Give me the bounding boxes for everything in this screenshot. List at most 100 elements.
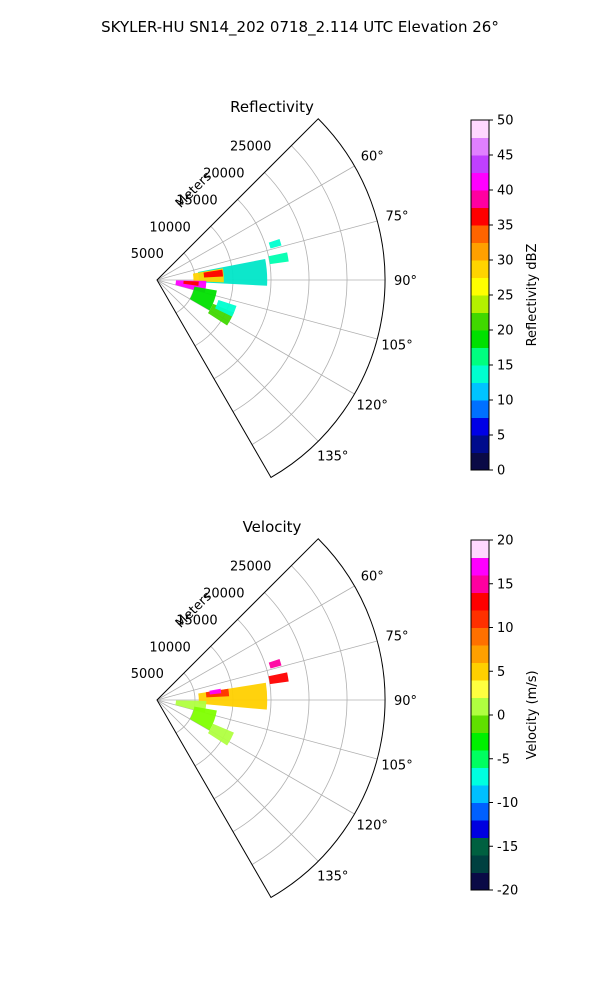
colorbar-tick-label: 5 [497,665,505,680]
colorbar-segment [471,190,489,208]
colorbar-segment [471,330,489,348]
colorbar-tick-label: 35 [497,219,514,234]
azimuth-spoke [156,699,355,815]
echo-patch [209,688,222,695]
colorbar-segment [471,225,489,243]
echo-patch [189,286,217,311]
azimuth-spoke [156,279,319,442]
range-tick-label: 10000 [149,220,190,235]
echo-patch [207,723,234,746]
azimuth-tick-label: 75° [386,210,409,225]
panel-title: Velocity [243,518,302,536]
colorbar-segment [471,400,489,418]
range-ring [194,225,234,347]
echo-patch [183,280,199,286]
colorbar-tick-label: 0 [497,709,505,724]
echo-patch [268,239,282,249]
colorbar-segment [471,382,489,401]
range-ring [232,172,310,412]
colorbar-segment [471,417,489,436]
colorbar-segment [471,365,489,383]
colorbar-segment [471,627,489,646]
colorbar-segment [471,260,489,278]
colorbar-segment [471,715,489,733]
range-ring [251,565,348,865]
azimuth-tick-label: 120° [357,818,388,833]
colorbar-segment [471,767,489,786]
colorbar-tick-label: -10 [497,796,518,811]
colorbar-segment [471,435,489,453]
range-ring [251,145,348,445]
colorbar-segment [471,680,489,698]
colorbar-segment [471,172,489,191]
colorbar-segment [471,155,489,173]
colorbar-tick-label: 45 [497,149,514,164]
colorbar-segment [471,295,489,313]
echo-patch [203,269,224,278]
colorbar-segment [471,452,489,471]
azimuth-tick-label: 60° [361,150,384,165]
figure-title: SKYLER-HU SN14_202 0718_2.114 UTC Elevat… [101,18,499,37]
colorbar-tick-label: 10 [497,621,514,636]
range-tick-label: 25000 [230,140,271,155]
colorbar-tick-label: 0 [497,464,505,479]
colorbar-tick-label: 10 [497,394,514,409]
colorbar-label: Velocity (m/s) [525,670,540,759]
colorbar-tick-label: 25 [497,289,514,304]
colorbar-tick-label: 20 [497,324,514,339]
colorbar-segment [471,242,489,261]
colorbar-segment [471,645,489,663]
sector-frame [156,538,386,899]
azimuth-spoke [156,165,355,281]
colorbar-segment [471,277,489,296]
colorbar-tick-label: -5 [497,752,510,767]
colorbar-segment [471,750,489,768]
echo-patch [198,682,268,710]
azimuth-tick-label: 60° [361,570,384,585]
colorbar-segment [471,785,489,803]
colorbar-tick-label: -20 [497,884,518,899]
colorbar-segment [471,540,489,558]
azimuth-tick-label: 120° [357,398,388,413]
echo-patch [215,299,237,317]
colorbar-segment [471,592,489,611]
echo-patch [268,252,289,265]
colorbar-label: Reflectivity dBZ [525,244,540,347]
colorbar-segment [471,137,489,156]
range-tick-label: 5000 [131,667,164,682]
colorbar-segment [471,732,489,751]
colorbar-segment [471,820,489,838]
range-tick-label: 10000 [149,640,190,655]
azimuth-spoke [156,640,378,701]
panel-title: Reflectivity [230,98,314,116]
colorbar-segment [471,207,489,226]
colorbar-segment [471,575,489,593]
azimuth-tick-label: 75° [386,630,409,645]
azimuth-tick-label: 135° [317,450,348,465]
colorbar-segment [471,802,489,821]
azimuth-spoke [156,699,319,862]
range-tick-label: 15000 [176,613,217,628]
range-ring [194,645,234,767]
colorbar-tick-label: 30 [497,254,514,269]
colorbar-segment [471,347,489,366]
range-tick-label: 5000 [131,247,164,262]
colorbar-tick-label: 15 [497,359,514,374]
azimuth-spoke [156,220,378,281]
colorbar-segment [471,610,489,628]
colorbar-tick-label: 50 [497,114,514,129]
colorbar-segment [471,557,489,576]
range-tick-label: 20000 [203,587,244,602]
reflectivity-panel: Reflectivity 5000 10000 15000 20000 25000 60° 7… [131,98,540,479]
echo-patch [268,659,282,669]
colorbar-tick-label: -15 [497,840,518,855]
azimuth-spoke [156,585,355,701]
echo-patch [207,303,234,326]
velocity-panel: Velocity 5000 10000 15000 20000 25000 60° 75° 90… [131,518,540,899]
azimuth-tick-label: 105° [381,758,412,773]
azimuth-tick-label: 135° [317,870,348,885]
range-ring [213,199,272,380]
colorbar-segment [471,697,489,716]
colorbar-segment [471,120,489,138]
